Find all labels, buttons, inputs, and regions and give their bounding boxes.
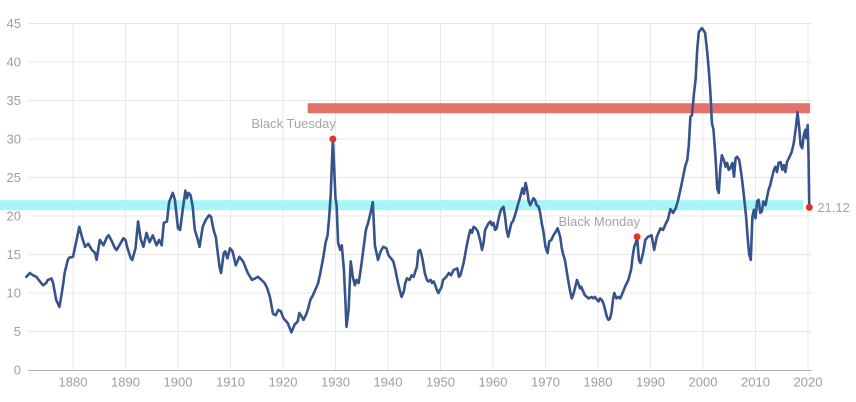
marker-dot[interactable] (805, 203, 813, 211)
level-34-band (307, 103, 811, 114)
y-tick-label: 45 (7, 16, 21, 31)
y-tick-label: 20 (7, 209, 21, 224)
y-tick-label: 10 (7, 286, 21, 301)
x-tick-label: 1980 (584, 375, 613, 390)
x-tick-label: 1920 (269, 375, 298, 390)
x-tick-label: 2000 (689, 375, 718, 390)
x-axis-labels: 1880 1890 1900 1910 1920 1930 1940 1950 1960 1970… (59, 375, 823, 390)
x-tick-label: 1910 (216, 375, 245, 390)
y-axis-labels: 0 5 10 15 20 25 30 35 40 45 (7, 16, 21, 378)
x-tick-label: 2010 (741, 375, 770, 390)
y-tick-label: 30 (7, 132, 21, 147)
y-tick-label: 40 (7, 55, 21, 70)
y-tick-label: 5 (14, 324, 21, 339)
horizontal-gridlines (28, 23, 812, 332)
event-markers (329, 135, 813, 241)
y-tick-label: 35 (7, 93, 21, 108)
x-tick-label: 1970 (531, 375, 560, 390)
x-tick-label: 2020 (794, 375, 823, 390)
x-tick-label: 1900 (164, 375, 193, 390)
current-level-band (0, 200, 804, 211)
vertical-gridlines (72, 23, 809, 370)
y-tick-label: 0 (14, 363, 21, 378)
marker-dot[interactable] (329, 135, 337, 143)
x-tick-label: 1950 (426, 375, 455, 390)
x-tick-label: 1890 (111, 375, 140, 390)
x-tick-label: 1930 (321, 375, 350, 390)
x-tick-label: 1940 (374, 375, 403, 390)
x-tick-label: 1960 (479, 375, 508, 390)
marker-dot[interactable] (633, 233, 641, 241)
threshold-bands (0, 103, 811, 211)
x-tick-label: 1880 (59, 375, 88, 390)
x-tick-label: 1990 (636, 375, 665, 390)
y-tick-label: 25 (7, 170, 21, 185)
pe-ratio-line[interactable] (25, 26, 811, 334)
y-tick-label: 15 (7, 247, 21, 262)
